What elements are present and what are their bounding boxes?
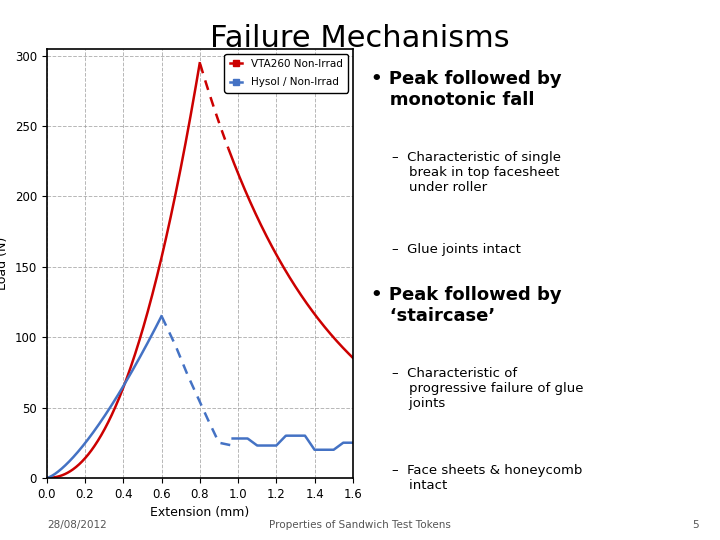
Text: Failure Mechanisms: Failure Mechanisms xyxy=(210,24,510,53)
Text: Properties of Sandwich Test Tokens: Properties of Sandwich Test Tokens xyxy=(269,520,451,530)
Legend: VTA260 Non-Irrad, Hysol / Non-Irrad: VTA260 Non-Irrad, Hysol / Non-Irrad xyxy=(225,54,348,92)
Text: • Peak followed by
   monotonic fall: • Peak followed by monotonic fall xyxy=(371,70,562,109)
Text: • Peak followed by
   ‘staircase’: • Peak followed by ‘staircase’ xyxy=(371,286,562,325)
Text: 28/08/2012: 28/08/2012 xyxy=(47,520,107,530)
Text: –  Glue joints intact: – Glue joints intact xyxy=(392,243,521,256)
Text: –  Characteristic of
    progressive failure of glue
    joints: – Characteristic of progressive failure … xyxy=(392,367,584,410)
X-axis label: Extension (mm): Extension (mm) xyxy=(150,506,249,519)
Text: –  Face sheets & honeycomb
    intact: – Face sheets & honeycomb intact xyxy=(392,464,582,492)
Text: 5: 5 xyxy=(692,520,698,530)
Text: –  Characteristic of single
    break in top facesheet
    under roller: – Characteristic of single break in top … xyxy=(392,151,562,194)
Y-axis label: Load (N): Load (N) xyxy=(0,237,9,290)
